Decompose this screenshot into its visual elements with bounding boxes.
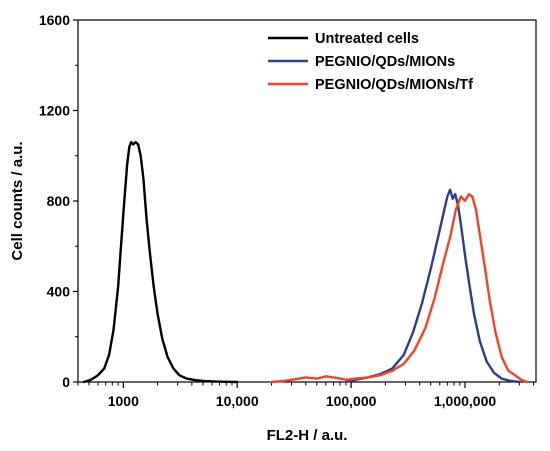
series-line-3 bbox=[270, 193, 529, 384]
x-tick-label: 10,000 bbox=[216, 393, 259, 409]
plot-area bbox=[82, 140, 529, 384]
x-tick-label: 1000 bbox=[108, 393, 139, 409]
y-tick-label: 800 bbox=[47, 193, 71, 209]
x-axis: 1000 10,000 100,000 1,000,000 bbox=[77, 382, 535, 409]
plot-frame bbox=[77, 19, 537, 383]
legend: Untreated cells PEGNIO/QDs/MIONs PEGNIO/QD… bbox=[268, 31, 473, 93]
series-line-1 bbox=[82, 140, 239, 384]
series-line-2 bbox=[344, 188, 521, 384]
legend-label-1: Untreated cells bbox=[315, 31, 419, 47]
y-tick-label: 1200 bbox=[39, 103, 70, 119]
y-axis: 0 400 800 1200 1600 bbox=[39, 12, 78, 390]
y-axis-title: Cell counts / a.u. bbox=[9, 141, 26, 260]
legend-label-3: PEGNIO/QDs/MIONs/Tf bbox=[315, 77, 473, 93]
x-axis-title: FL2-H / a.u. bbox=[267, 427, 348, 444]
y-tick-label: 1600 bbox=[39, 12, 70, 28]
y-tick-label: 0 bbox=[62, 374, 70, 390]
y-tick-label: 400 bbox=[47, 284, 71, 300]
x-tick-label: 1,000,000 bbox=[434, 393, 496, 409]
legend-label-2: PEGNIO/QDs/MIONs bbox=[315, 54, 455, 70]
x-tick-label: 100,000 bbox=[326, 393, 377, 409]
